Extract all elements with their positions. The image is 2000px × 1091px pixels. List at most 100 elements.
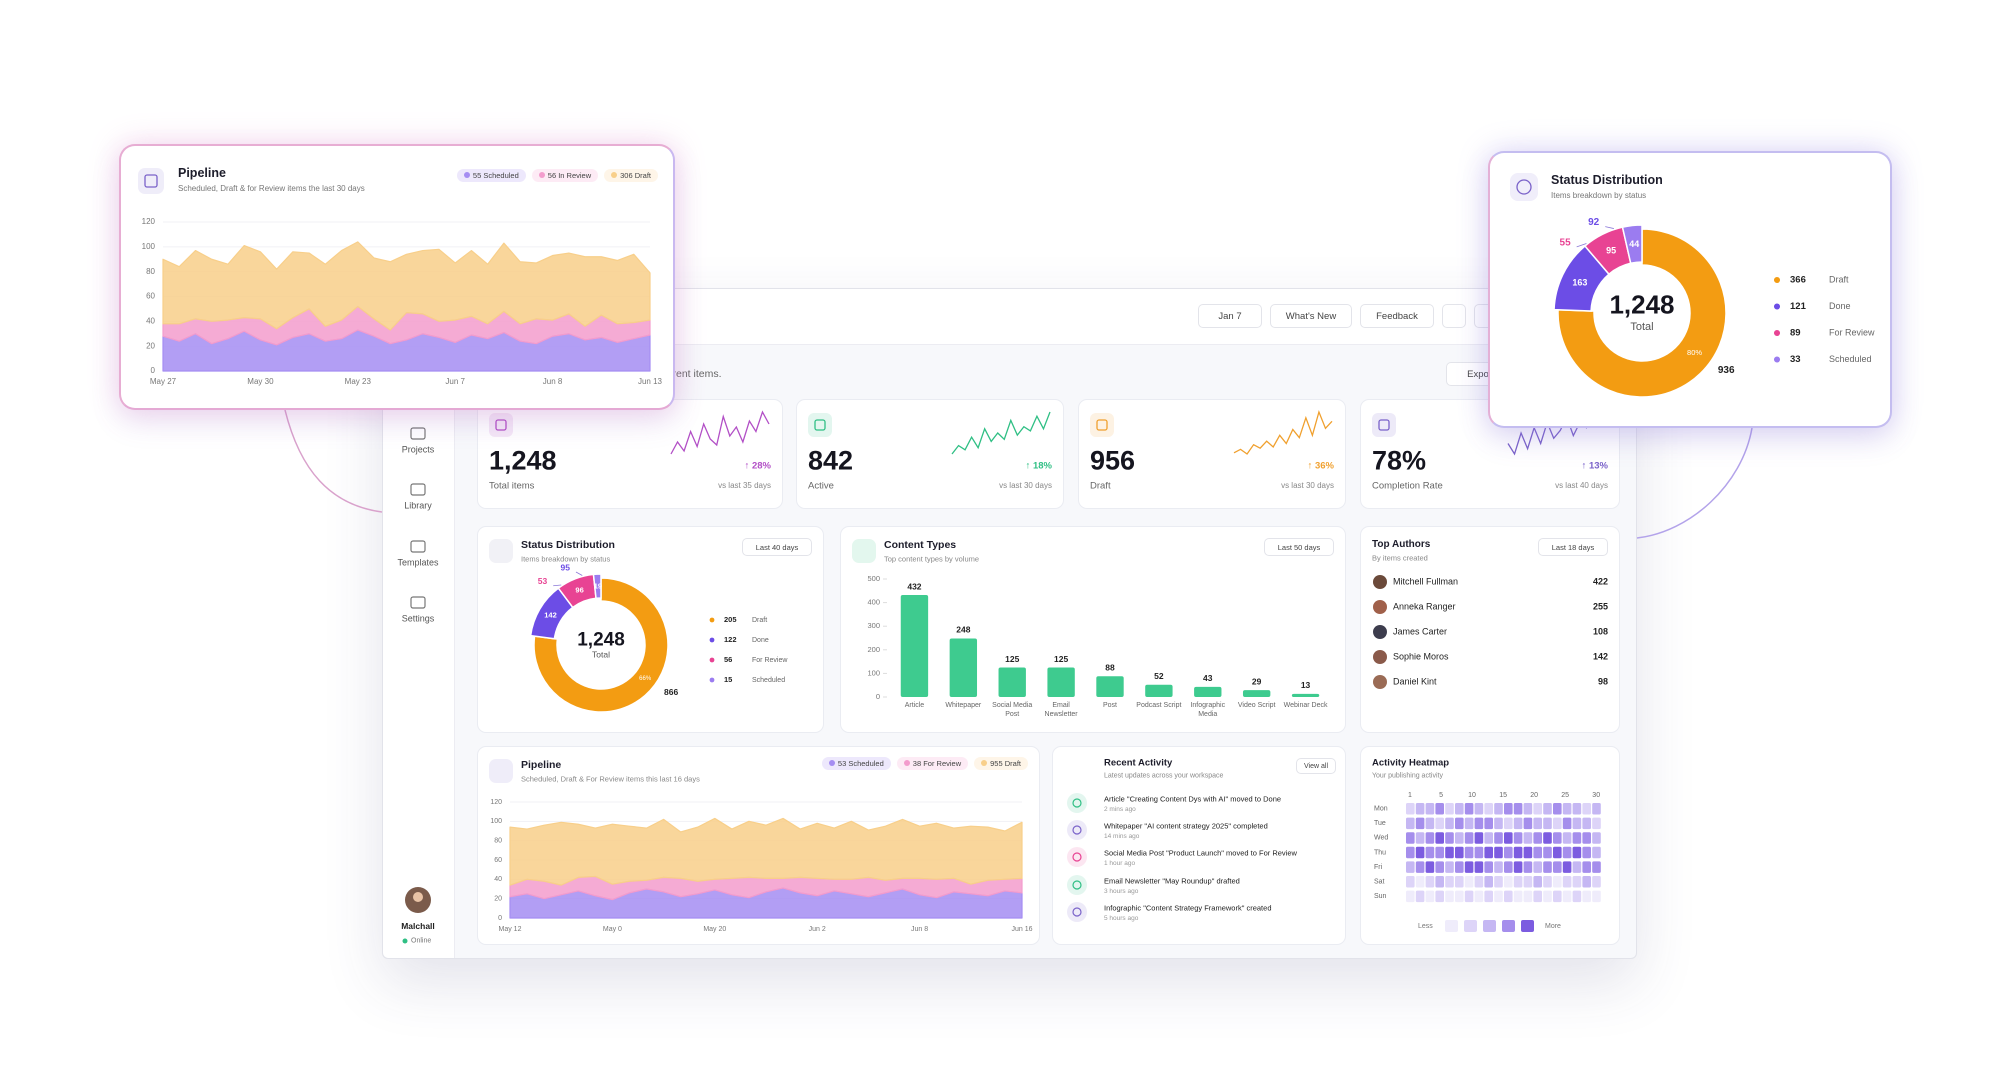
x-tick-label: Email Newsletter	[1044, 702, 1078, 718]
legend-swatch	[828, 760, 835, 766]
view-all-button[interactable]: View all	[1296, 758, 1336, 774]
range-dropdown[interactable]: Last 40 days	[742, 538, 812, 556]
card-subtitle: Scheduled, Draft & For Review items this…	[521, 774, 700, 784]
activity-time: 3 hours ago	[1104, 887, 1139, 895]
popup-icon	[1510, 173, 1538, 201]
feedback-button[interactable]: Feedback	[1360, 304, 1434, 328]
author-name: Daniel Kint	[1393, 676, 1437, 687]
author-name: Anneka Ranger	[1393, 601, 1456, 612]
legend-swatch	[981, 760, 988, 766]
nav-item[interactable]: Library	[404, 500, 432, 511]
kpi-value: 1,248	[489, 445, 557, 476]
kpi-icon	[1372, 413, 1396, 437]
kpi-change: ↑ 28%	[744, 460, 771, 472]
sidebar	[383, 346, 455, 958]
kpi-period: vs last 40 days	[1555, 481, 1608, 490]
legend: 53 Scheduled 38 For Review 955 Draft	[700, 754, 1028, 772]
nav-item[interactable]: Settings	[401, 613, 435, 624]
legend-label: 55 Scheduled	[472, 170, 519, 180]
card-subtitle: By items created	[1372, 553, 1428, 563]
kpi-value: 78%	[1372, 445, 1427, 476]
card-subtitle: Items breakdown by status	[521, 554, 611, 564]
kpi-change: ↑ 13%	[1581, 460, 1608, 472]
legend-label: 38 For Review	[912, 758, 962, 768]
card-title: Recent Activity	[1104, 757, 1173, 769]
kpi-label: Total items	[489, 480, 535, 492]
legend-item: 53 Scheduled	[821, 756, 891, 770]
x-tick-label: Whitepaper	[945, 702, 982, 709]
popup-icon	[138, 168, 164, 194]
activity-text: Whitepaper "AI content strategy 2025" co…	[1104, 821, 1268, 831]
kpi-period: vs last 30 days	[999, 481, 1052, 490]
kpi-icon	[489, 413, 513, 437]
x-tick-label: Post	[1102, 702, 1117, 709]
status-popup	[1488, 151, 1892, 428]
user-status: Online	[411, 937, 432, 945]
legend-swatch	[463, 172, 470, 178]
activity-text: Article "Creating Content Dys with AI" m…	[1104, 794, 1282, 804]
author-count: 142	[1592, 651, 1608, 662]
author-count: 98	[1597, 676, 1608, 687]
card-subtitle: Latest updates across your workspace	[1104, 772, 1224, 780]
card-icon	[489, 539, 513, 563]
kpi-icon	[1090, 413, 1114, 437]
x-tick-label: Article	[904, 702, 925, 709]
card-title: Content Types	[884, 538, 957, 551]
user-name: Malchall	[401, 920, 435, 931]
page-subtitle: rrent items.	[669, 367, 722, 380]
top-authors-card	[1360, 526, 1620, 733]
legend-item: 38 For Review	[896, 756, 969, 770]
card-icon	[852, 539, 876, 563]
legend: 55 Scheduled 56 In Review 306 Draft	[400, 166, 658, 184]
activity-time: 5 hours ago	[1104, 914, 1139, 922]
activity-text: Social Media Post "Product Launch" moved…	[1104, 848, 1297, 858]
legend-item: 306 Draft	[604, 168, 658, 182]
nav-item[interactable]: Templates	[397, 557, 439, 568]
kpi-period: vs last 30 days	[1281, 481, 1334, 490]
range-dropdown[interactable]: Last 50 days	[1264, 538, 1334, 556]
x-tick-label: Social Media Post	[992, 702, 1033, 718]
kpi-change: ↑ 18%	[1025, 460, 1052, 472]
legend-label: 56 In Review	[547, 170, 592, 180]
connector	[1636, 427, 1753, 539]
card-subtitle: Top content types by volume	[884, 554, 980, 564]
author-name: James Carter	[1393, 626, 1448, 637]
activity-card	[1052, 746, 1346, 945]
activity-time: 2 mins ago	[1104, 805, 1136, 813]
card-title: Status Distribution	[521, 538, 615, 551]
author-name: Mitchell Fullman	[1393, 576, 1459, 587]
kpi-label: Completion Rate	[1372, 480, 1443, 492]
kpi-change: ↑ 36%	[1307, 460, 1334, 472]
popup-title: Status Distribution	[1551, 172, 1663, 187]
date-button[interactable]: Jan 7	[1198, 304, 1262, 328]
author-name: Sophie Moros	[1393, 651, 1449, 662]
x-tick-label: Webinar Deck	[1283, 702, 1328, 709]
legend-item: 955 Draft	[974, 756, 1028, 770]
activity-text: Infographic "Content Strategy Framework"…	[1104, 903, 1272, 913]
kpi-period: vs last 35 days	[718, 481, 771, 490]
legend-label: 53 Scheduled	[837, 758, 884, 768]
connector	[284, 409, 383, 513]
heatmap-card	[1360, 746, 1620, 945]
legend-swatch	[538, 172, 545, 178]
author-count: 422	[1592, 576, 1608, 587]
range-dropdown[interactable]: Last 18 days	[1538, 538, 1608, 556]
activity-text: Email Newsletter "May Roundup" drafted	[1104, 876, 1240, 886]
popup-subtitle: Scheduled, Draft & for Review items the …	[178, 184, 365, 193]
legend-label: 306 Draft	[620, 170, 651, 180]
legend-item: 55 Scheduled	[456, 168, 526, 182]
popup-title: Pipeline	[178, 165, 226, 180]
activity-time: 14 mins ago	[1104, 832, 1140, 840]
whats-new-button[interactable]: What's New	[1270, 304, 1352, 328]
nav-item[interactable]: Projects	[401, 444, 435, 455]
legend-swatch	[611, 172, 618, 178]
kpi-icon	[808, 413, 832, 437]
legend-swatch	[903, 760, 910, 766]
activity-time: 1 hour ago	[1104, 859, 1136, 867]
help-button[interactable]	[1442, 304, 1466, 328]
x-tick-label: Infographic Media	[1190, 702, 1226, 718]
legend-item: 56 In Review	[531, 168, 599, 182]
author-count: 255	[1592, 601, 1608, 612]
kpi-value: 956	[1090, 445, 1136, 476]
